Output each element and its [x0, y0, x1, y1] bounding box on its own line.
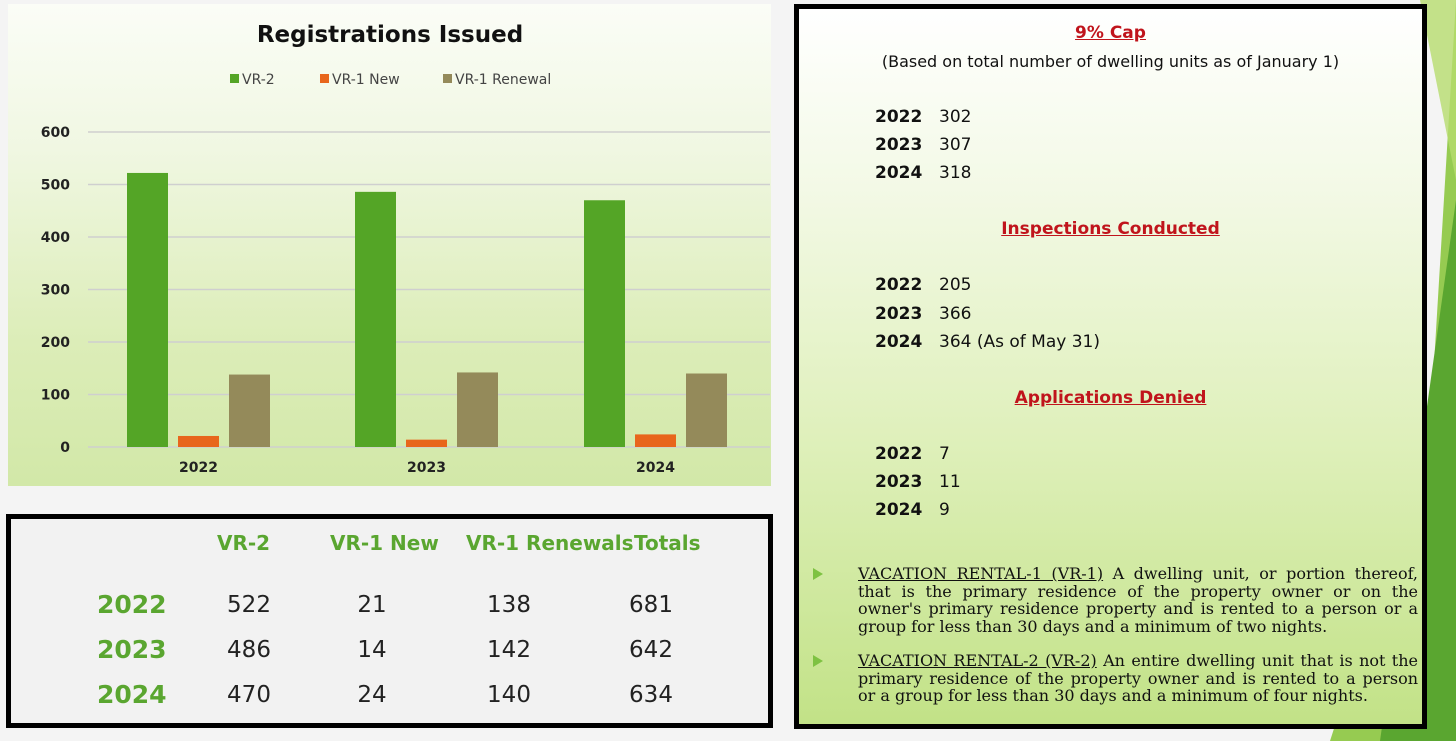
bullet-arrow-icon: [813, 655, 823, 667]
bar-vr-2-2024: [584, 200, 625, 447]
x-tick-label: 2023: [407, 460, 446, 476]
vr1-text: A dwelling unit, or portion thereof, tha…: [858, 564, 1419, 636]
table-row-year: 2024: [97, 680, 167, 709]
legend-swatch: [443, 74, 452, 83]
cap-value: 302: [939, 107, 972, 127]
table-cell: 138: [487, 592, 531, 618]
table-header-vr1-renewals: VR-1 Renewals: [466, 531, 634, 555]
chart-gridlines: [88, 131, 770, 448]
inspections-year: 2022: [875, 275, 923, 295]
legend-swatch: [320, 74, 329, 83]
x-tick-label: 2024: [636, 460, 675, 476]
inspections-year: 2024: [875, 332, 923, 352]
y-tick-label: 0: [60, 440, 70, 456]
inspections-value: 366: [939, 304, 972, 324]
chart-legend: VR-2 VR-1 New VR-1 Renewal: [230, 72, 551, 88]
table-header-vr1-new: VR-1 New: [330, 531, 439, 555]
inspections-year: 2023: [875, 304, 923, 324]
table-header-vr2: VR-2: [217, 531, 271, 555]
y-tick-label: 400: [41, 230, 70, 246]
denied-title: Applications Denied: [1014, 388, 1207, 408]
y-tick-label: 100: [41, 388, 70, 404]
chart-title: Registrations Issued: [257, 22, 523, 48]
denied-year: 2024: [875, 500, 923, 520]
cap-subtitle: (Based on total number of dwelling units…: [881, 52, 1340, 71]
cap-value: 318: [939, 163, 972, 183]
denied-year: 2023: [875, 472, 923, 492]
y-tick-label: 300: [41, 283, 70, 299]
legend-swatch: [230, 74, 239, 83]
table-cell: 140: [487, 682, 531, 708]
chart-y-axis: 0 100 200 300 400 500 600: [41, 125, 70, 456]
cap-year: 2023: [875, 135, 923, 155]
legend-label: VR-1 New: [332, 72, 400, 88]
bar-vr-1-renewal-2022: [229, 374, 270, 447]
bar-vr-1-renewal-2024: [686, 373, 727, 447]
registrations-chart: Registrations Issued VR-2 VR-1 New VR-1 Re…: [41, 22, 770, 476]
legend-label: VR-1 Renewal: [455, 72, 551, 88]
inspections-value: 364 (As of May 31): [939, 332, 1100, 352]
table-cell: 681: [629, 592, 673, 618]
bar-vr-1-new-2023: [406, 439, 447, 447]
table-row-year: 2022: [97, 590, 167, 619]
table-cell: 522: [227, 592, 271, 618]
vr1-definition: VACATION RENTAL-1 (VR-1) A dwelling unit…: [858, 565, 1418, 635]
vr2-definition: VACATION RENTAL-2 (VR-2) An entire dwell…: [858, 652, 1418, 705]
y-tick-label: 500: [41, 178, 70, 194]
table-cell: 470: [227, 682, 271, 708]
legend-label: VR-2: [242, 72, 275, 88]
table-cell: 142: [487, 637, 531, 663]
inspections-value: 205: [939, 275, 972, 295]
registrations-chart-panel: Registrations Issued VR-2 VR-1 New VR-1 Re…: [8, 4, 771, 486]
inspections-title: Inspections Conducted: [1001, 219, 1220, 239]
table-cell: 24: [357, 682, 387, 708]
y-tick-label: 200: [41, 335, 70, 351]
vr1-term: VACATION RENTAL-1 (VR-1): [858, 564, 1104, 583]
denied-value: 7: [939, 444, 950, 464]
bar-vr-1-new-2022: [178, 435, 219, 447]
bar-vr-2-2023: [355, 191, 396, 447]
chart-bars: [127, 172, 727, 447]
info-panel: 9% Cap (Based on total number of dwellin…: [794, 4, 1427, 729]
bar-vr-1-new-2024: [635, 434, 676, 447]
vr2-term: VACATION RENTAL-2 (VR-2): [858, 651, 1097, 670]
bar-vr-2-2022: [127, 172, 168, 447]
denied-year: 2022: [875, 444, 923, 464]
cap-title: 9% Cap: [1075, 23, 1146, 43]
registrations-summary-table: VR-2 VR-1 New VR-1 Renewals Totals 2022 …: [6, 514, 773, 728]
table-cell: 486: [227, 637, 271, 663]
table-cell: 21: [357, 592, 387, 618]
table-cell: 14: [357, 637, 387, 663]
vr2-text: An entire dwelling unit that is not the …: [858, 651, 1419, 705]
table-header-totals: Totals: [634, 531, 701, 555]
bar-vr-1-renewal-2023: [457, 372, 498, 447]
table-cell: 642: [629, 637, 673, 663]
cap-year: 2022: [875, 107, 923, 127]
denied-value: 9: [939, 500, 950, 520]
cap-year: 2024: [875, 163, 923, 183]
denied-value: 11: [939, 472, 961, 492]
cap-value: 307: [939, 135, 972, 155]
chart-x-axis: 2022 2023 2024: [179, 460, 675, 476]
table-cell: 634: [629, 682, 673, 708]
y-tick-label: 600: [41, 125, 70, 141]
bullet-arrow-icon: [813, 568, 823, 580]
table-row-year: 2023: [97, 635, 167, 664]
x-tick-label: 2022: [179, 460, 218, 476]
